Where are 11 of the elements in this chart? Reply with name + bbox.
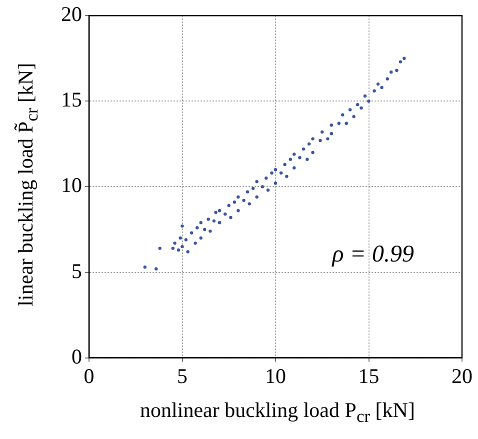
y-tick-label: 10 [61, 173, 82, 198]
x-axis-title: nonlinear buckling load P$_{cr}$ [kN] [139, 398, 416, 428]
x-tick-label: 10 [265, 364, 286, 388]
x-tick-label: 20 [452, 364, 472, 388]
x-tick-label: 5 [177, 364, 188, 388]
y-tick-label: 15 [61, 88, 82, 112]
annotation: ρ = 0.99 [331, 241, 414, 268]
x-tick-label: 15 [358, 364, 380, 388]
y-tick-label: 5 [72, 258, 82, 283]
y-tick-label: 20 [61, 2, 82, 26]
y-tick-label: 0 [72, 344, 82, 368]
